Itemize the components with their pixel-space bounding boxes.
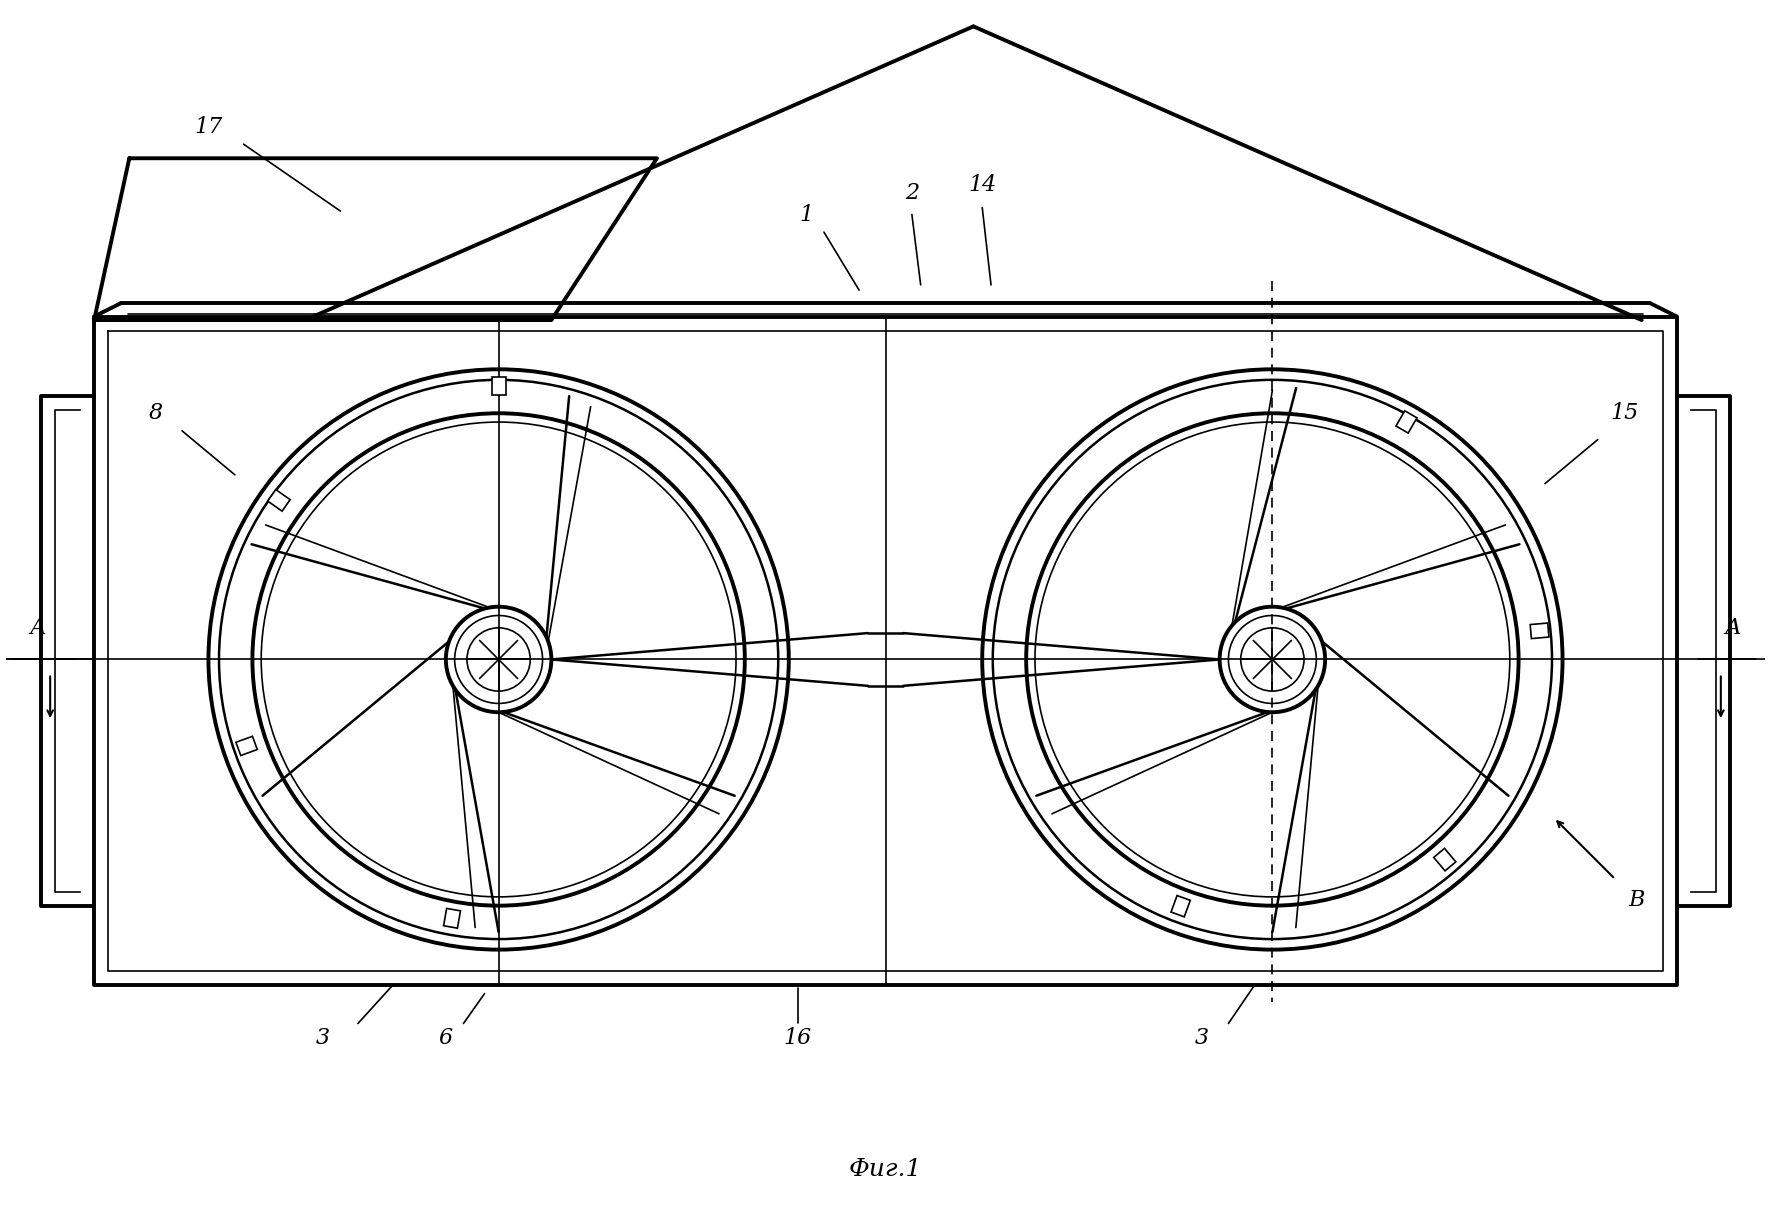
Text: 6: 6 — [439, 1027, 453, 1049]
Text: 8: 8 — [149, 403, 163, 425]
Text: 3: 3 — [315, 1027, 329, 1049]
Text: Фиг.1: Фиг.1 — [848, 1158, 923, 1181]
Text: 3: 3 — [1195, 1027, 1210, 1049]
Bar — [1530, 623, 1550, 639]
Bar — [1396, 411, 1417, 433]
Bar — [1435, 848, 1456, 870]
Bar — [492, 377, 507, 395]
Text: 15: 15 — [1610, 403, 1638, 425]
Bar — [443, 908, 460, 928]
Text: 16: 16 — [783, 1027, 811, 1049]
Text: 14: 14 — [969, 174, 997, 196]
Bar — [236, 736, 257, 756]
Text: 2: 2 — [905, 182, 919, 204]
Text: В: В — [1628, 889, 1645, 911]
Text: А: А — [30, 617, 46, 639]
Text: А: А — [1725, 617, 1741, 639]
Bar — [267, 490, 290, 511]
Text: 1: 1 — [799, 203, 813, 225]
Text: 17: 17 — [195, 116, 223, 138]
Bar — [1171, 895, 1190, 917]
